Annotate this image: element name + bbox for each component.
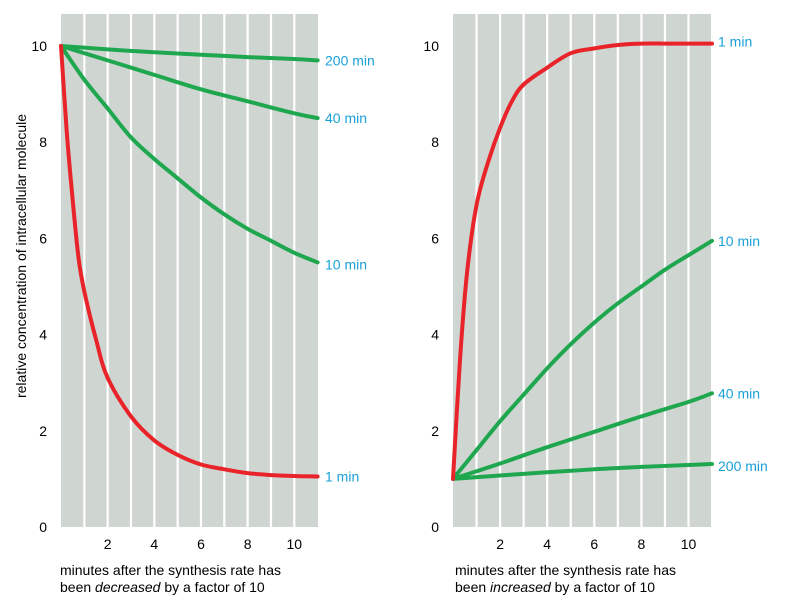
x-caption-emphasis: increased <box>490 579 551 595</box>
x-caption-line-1: minutes after the synthesis rate has <box>60 562 281 578</box>
y-tick-label: 10 <box>31 38 47 54</box>
x-caption-text: by a factor of 10 <box>160 579 265 595</box>
series-label-40-min: 40 min <box>718 385 760 401</box>
x-tick-label: 6 <box>590 536 598 552</box>
x-caption-text: by a factor of 10 <box>550 579 656 595</box>
x-tick-label: 8 <box>244 536 252 552</box>
y-tick-label: 4 <box>39 327 47 343</box>
x-tick-label: 8 <box>638 536 646 552</box>
x-axis-caption-decreased: minutes after the synthesis rate has bee… <box>60 562 281 596</box>
series-line-200-min <box>59 44 320 63</box>
series-line-1-min <box>59 44 320 479</box>
x-tick-label: 4 <box>150 536 158 552</box>
series-label-10-min: 10 min <box>718 233 760 249</box>
x-tick-label: 6 <box>197 536 205 552</box>
x-caption-line-2: been increased by a factor of 10 <box>455 579 676 596</box>
panel-decreased: 2 4 6 8 10 0 2 4 6 8 10 200 min 40 min 10 min 1 min <box>31 14 375 552</box>
plot-background <box>453 14 711 527</box>
x-tick-label: 2 <box>496 536 504 552</box>
x-tick-label: 4 <box>543 536 551 552</box>
y-tick-label: 0 <box>39 519 47 535</box>
x-axis-caption-increased: minutes after the synthesis rate has bee… <box>455 562 676 596</box>
series-line-200-min <box>451 462 714 481</box>
series-label-200-min: 200 min <box>718 458 768 474</box>
y-tick-label: 6 <box>431 230 439 246</box>
x-caption-emphasis: decreased <box>95 579 161 595</box>
y-tick-label: 0 <box>431 519 439 535</box>
y-tick-label: 2 <box>39 423 47 439</box>
y-tick-label: 10 <box>423 38 439 54</box>
series-line-10-min <box>59 44 320 265</box>
x-caption-line-1: minutes after the synthesis rate has <box>455 562 676 578</box>
x-tick-label: 10 <box>287 536 303 552</box>
y-tick-label: 8 <box>39 134 47 150</box>
x-tick-label: 10 <box>681 536 697 552</box>
plot-background <box>61 14 318 527</box>
series-line-10-min <box>451 238 714 481</box>
series-label-200-min: 200 min <box>325 52 375 68</box>
x-caption-text: been <box>60 579 96 595</box>
y-tick-label: 8 <box>431 134 439 150</box>
series-line-1-min <box>451 41 714 481</box>
series-label-1-min: 1 min <box>718 34 752 50</box>
series-line-40-min <box>59 44 320 121</box>
y-tick-label: 6 <box>39 230 47 246</box>
y-tick-label: 2 <box>431 423 439 439</box>
series-label-1-min: 1 min <box>325 468 359 484</box>
y-tick-label: 4 <box>431 327 439 343</box>
x-tick-label: 2 <box>104 536 112 552</box>
panel-increased: 2 4 6 8 10 0 2 4 6 8 10 1 min 10 min 40 min 200 min <box>423 14 768 552</box>
x-caption-line-2: been decreased by a factor of 10 <box>60 579 281 596</box>
series-line-40-min <box>451 391 714 481</box>
x-caption-text: been <box>455 579 491 595</box>
y-axis-label: relative concentration of intracellular … <box>13 114 29 398</box>
series-label-10-min: 10 min <box>325 256 367 272</box>
series-label-40-min: 40 min <box>325 110 367 126</box>
